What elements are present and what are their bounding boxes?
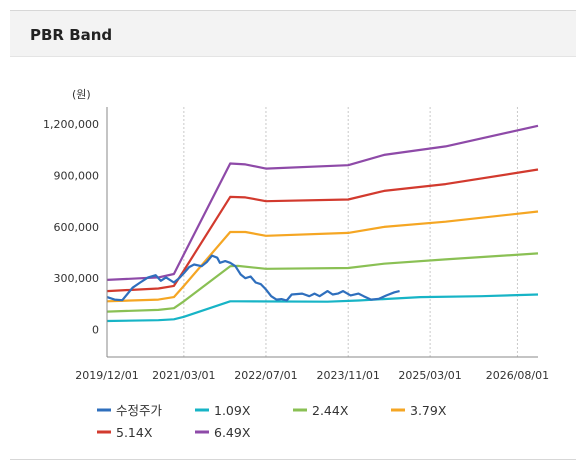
y-tick-label: 300,000 [54,272,100,285]
x-tick-label: 2019/12/01 [75,369,138,382]
legend-label: 수정주가 [116,403,163,418]
y-tick-label: 900,000 [54,169,100,182]
y-tick-label: 600,000 [54,221,100,234]
x-tick-label: 2023/11/01 [317,369,380,382]
y-tick-label: 0 [92,324,99,337]
x-tick-label: 2025/03/01 [398,369,461,382]
legend: 수정주가 1.09X 2.44X 3.79X 5.14X 6.49X [97,403,447,440]
legend-label: 2.44X [312,403,349,418]
x-tick-label: 2022/07/01 [234,369,297,382]
series-line-4 [106,168,539,293]
legend-label: 1.09X [214,403,251,418]
legend-label: 3.79X [410,403,447,418]
series-line-1 [106,293,539,323]
panel-header: PBR Band [10,11,576,57]
series-line-0 [106,254,400,302]
series-line-5 [106,124,539,281]
x-tick-label: 2026/08/01 [486,369,549,382]
y-tick-label: 1,200,000 [43,118,99,131]
series-line-3 [106,210,539,303]
pbr-band-panel: PBR Band [10,10,576,460]
panel-title: PBR Band [30,26,113,44]
series-lines [106,124,539,323]
x-tick-label: 2021/03/01 [152,369,215,382]
legend-label: 5.14X [116,425,153,440]
axes: 2019/12/01 2021/03/01 2022/07/01 2023/11/01… [43,107,549,382]
series-line-2 [106,252,539,313]
legend-label: 6.49X [214,425,251,440]
y-axis-unit-label: (원) [72,88,91,101]
